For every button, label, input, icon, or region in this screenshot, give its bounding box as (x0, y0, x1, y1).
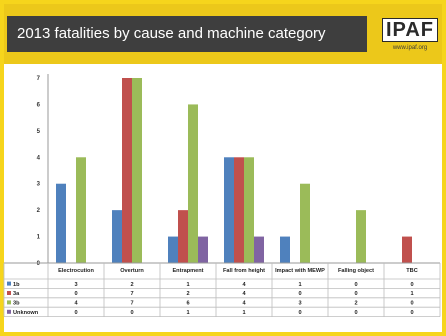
legend-key (7, 300, 11, 305)
series-label: Unknown (13, 310, 39, 316)
table-cell: 7 (130, 291, 133, 297)
bar-1b-0 (56, 183, 66, 263)
bar-3a-3 (234, 157, 244, 263)
y-tick-label: 3 (37, 182, 41, 188)
bar-1b-3 (224, 157, 234, 263)
bar-3b-5 (356, 210, 366, 263)
y-tick-label: 7 (37, 76, 41, 82)
table-cell: 2 (130, 282, 133, 288)
bar-3a-1 (122, 78, 132, 263)
y-tick-label: 6 (37, 102, 41, 108)
logo-mark: IPAF (382, 18, 438, 42)
y-tick-label: 1 (37, 235, 41, 241)
table-cell: 1 (242, 310, 245, 316)
chart-title: 2013 fatalities by cause and machine cat… (7, 16, 367, 52)
y-tick-label: 5 (37, 129, 41, 135)
category-label: Falling object (338, 268, 374, 274)
category-label: Fall from height (223, 268, 265, 274)
bar-3b-0 (76, 157, 86, 263)
y-tick-label: 4 (37, 155, 41, 161)
table-cell: 4 (242, 301, 246, 307)
table-cell: 0 (354, 310, 357, 316)
table-cell: 7 (130, 301, 133, 307)
ipaf-logo: IPAF www.ipaf.org (382, 18, 438, 58)
bar-1b-1 (112, 210, 122, 263)
table-cell: 0 (298, 291, 301, 297)
bar-1b-2 (168, 236, 178, 263)
table-cell: 2 (354, 301, 357, 307)
category-label: Electrocution (58, 268, 94, 274)
table-cell: 0 (74, 291, 77, 297)
category-label: TBC (406, 268, 418, 274)
table-cell: 0 (130, 310, 133, 316)
category-label: Entrapment (172, 268, 203, 274)
series-label: 3a (13, 291, 20, 297)
legend-key (7, 281, 11, 286)
table-cell: 1 (410, 291, 413, 297)
slide-header: 2013 fatalities by cause and machine cat… (4, 4, 442, 64)
bar-3a-2 (178, 210, 188, 263)
legend-key (7, 309, 11, 314)
y-tick-label: 2 (37, 208, 41, 214)
table-cell: 1 (298, 282, 301, 288)
table-cell: 2 (186, 291, 189, 297)
table-cell: 0 (410, 301, 413, 307)
table-cell: 0 (354, 282, 357, 288)
series-label: 3b (13, 301, 20, 307)
legend-key (7, 291, 11, 295)
table-cell: 4 (242, 291, 246, 297)
bar-1b-4 (280, 236, 290, 263)
table-cell: 6 (186, 301, 189, 307)
slide: 2013 fatalities by cause and machine cat… (4, 4, 442, 332)
bar-3b-1 (132, 78, 142, 263)
bar-3b-3 (244, 157, 254, 263)
table-cell: 4 (242, 282, 246, 288)
logo-url: www.ipaf.org (392, 45, 428, 51)
bar-3b-2 (188, 104, 198, 263)
category-label: Overturn (120, 268, 144, 274)
series-label: 1b (13, 282, 20, 288)
bar-unknown-3 (254, 236, 264, 263)
table-cell: 0 (354, 291, 357, 297)
table-cell: 1 (186, 282, 189, 288)
table-cell: 3 (298, 301, 301, 307)
table-cell: 4 (74, 301, 78, 307)
category-label: Impact with MEWP (275, 268, 325, 274)
table-cell: 0 (74, 310, 77, 316)
table-cell: 0 (410, 282, 413, 288)
bar-unknown-2 (198, 236, 208, 263)
table-cell: 0 (298, 310, 301, 316)
bar-3a-6 (402, 236, 412, 263)
bar-3b-4 (300, 183, 310, 263)
table-cell: 1 (186, 310, 189, 316)
table-cell: 3 (74, 282, 77, 288)
table-cell: 0 (410, 310, 413, 316)
y-tick-label: 0 (37, 261, 41, 267)
